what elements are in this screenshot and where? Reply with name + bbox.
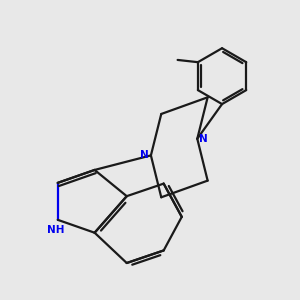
Text: N: N [140,150,149,161]
Text: N: N [199,134,208,144]
Text: NH: NH [47,225,64,235]
